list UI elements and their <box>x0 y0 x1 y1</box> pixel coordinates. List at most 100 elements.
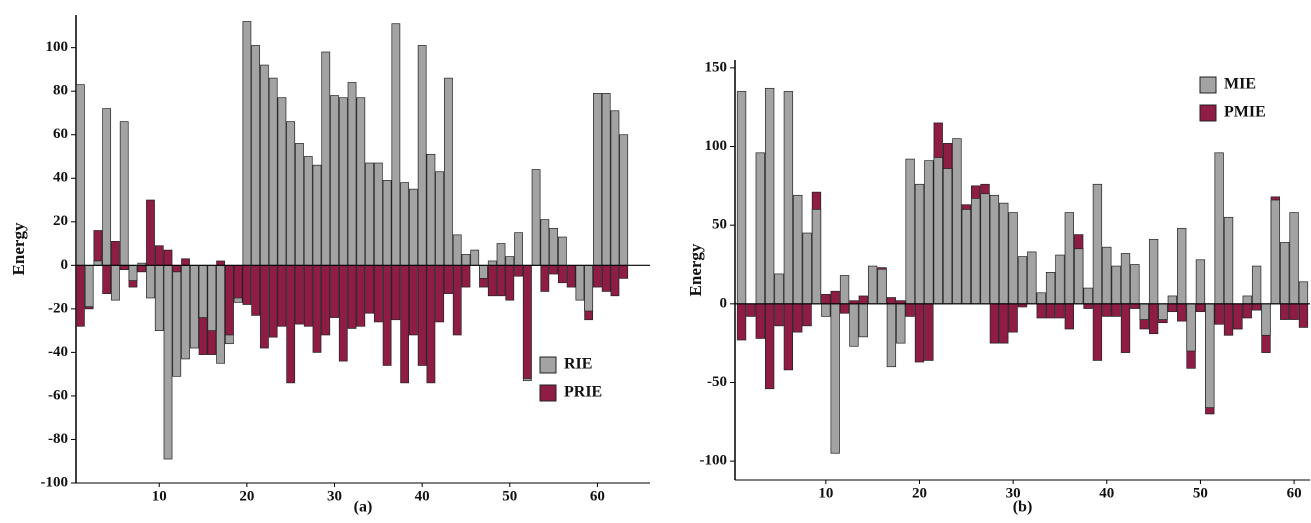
bar <box>764 303 775 390</box>
bar <box>886 297 897 305</box>
bar <box>163 249 173 266</box>
bar <box>1214 303 1224 325</box>
bar <box>295 143 304 266</box>
bar <box>999 303 1009 344</box>
bar <box>444 264 453 294</box>
bar <box>382 264 392 366</box>
bar <box>365 162 374 266</box>
bar <box>1289 303 1299 320</box>
y-tick-label: 20 <box>53 213 68 229</box>
bar <box>146 199 155 266</box>
y-tick-label: 40 <box>53 170 68 186</box>
bar <box>802 232 812 305</box>
bar <box>989 194 1000 305</box>
bar <box>479 264 488 279</box>
bar <box>858 303 868 338</box>
bar <box>1055 254 1065 305</box>
bar <box>1045 303 1056 319</box>
bar <box>540 219 550 266</box>
bar <box>303 156 313 266</box>
y-tick-label: -20 <box>48 300 68 316</box>
bar <box>914 303 925 363</box>
bar <box>146 264 155 299</box>
bar <box>452 264 462 336</box>
bar <box>321 51 331 266</box>
bar <box>802 303 812 327</box>
bar <box>260 64 269 266</box>
bar <box>1008 303 1018 333</box>
bar <box>1148 238 1159 305</box>
bar <box>1205 303 1215 408</box>
bar <box>111 264 120 301</box>
bar <box>522 264 532 379</box>
bar <box>1083 287 1093 305</box>
bar <box>1186 303 1196 352</box>
bar <box>1270 199 1281 305</box>
bar <box>172 264 182 273</box>
bar <box>1214 152 1224 305</box>
bar <box>783 303 794 371</box>
bar <box>181 264 190 360</box>
bar <box>584 264 594 312</box>
bar <box>409 188 418 266</box>
legend-label: RIE <box>564 356 592 373</box>
bar <box>373 162 383 266</box>
x-tick-label: 20 <box>912 485 927 501</box>
bar <box>417 264 427 366</box>
x-tick-label: 50 <box>1193 485 1208 501</box>
bar <box>1158 303 1168 320</box>
y-tick-label: -40 <box>48 344 68 360</box>
bar <box>426 264 436 384</box>
y-tick-label: -100 <box>41 474 69 490</box>
bar <box>849 303 859 347</box>
bar <box>531 169 541 266</box>
bar <box>971 198 981 305</box>
bar <box>119 264 129 271</box>
bar <box>619 134 629 266</box>
y-axis-label: Energy <box>686 243 705 296</box>
bar <box>549 264 558 275</box>
bar <box>1280 242 1290 305</box>
legend-label: PMIE <box>1224 104 1266 121</box>
bar <box>793 303 803 333</box>
y-tick-label: 100 <box>705 138 728 154</box>
bar <box>1120 303 1131 353</box>
bar <box>1167 303 1177 313</box>
bar <box>330 95 339 266</box>
x-tick-label: 10 <box>818 485 833 501</box>
bar <box>444 77 453 266</box>
bar <box>400 264 410 384</box>
bar <box>924 160 934 305</box>
x-tick-label: 60 <box>590 488 605 504</box>
bar <box>207 264 217 331</box>
bar <box>1008 212 1018 305</box>
bar <box>338 264 348 362</box>
bar <box>793 194 803 305</box>
bar <box>496 243 506 266</box>
bar <box>601 264 611 292</box>
y-tick-label: -80 <box>48 431 68 447</box>
y-tick-label: 0 <box>61 257 69 273</box>
bar <box>821 294 831 305</box>
bar <box>557 264 567 284</box>
bar <box>76 84 85 266</box>
bar <box>575 264 585 301</box>
x-tick-label: 40 <box>1099 485 1114 501</box>
bar <box>610 110 620 266</box>
bar <box>1102 303 1112 317</box>
bar <box>736 91 747 305</box>
bar <box>1064 212 1074 305</box>
bar <box>999 202 1009 305</box>
bar <box>496 264 506 297</box>
bar <box>1064 303 1074 330</box>
bar <box>601 93 611 266</box>
bar <box>830 290 840 305</box>
bar <box>181 258 190 266</box>
bar <box>233 264 243 299</box>
bar <box>783 91 794 305</box>
bar <box>505 256 515 266</box>
bar <box>1111 303 1121 317</box>
bar <box>303 264 313 327</box>
bar <box>811 209 822 305</box>
bar <box>764 87 775 305</box>
